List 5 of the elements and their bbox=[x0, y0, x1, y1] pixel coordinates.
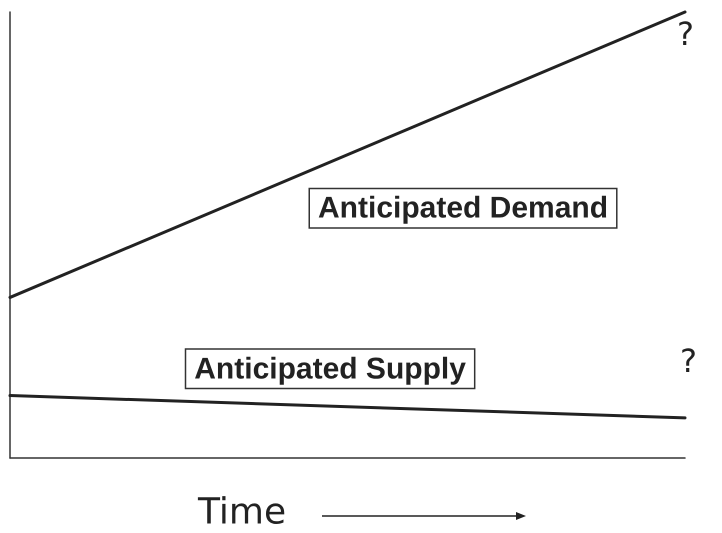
series-label: Anticipated Supply bbox=[194, 352, 466, 386]
annotation: ? bbox=[677, 15, 694, 53]
series-label: Anticipated Demand bbox=[318, 192, 608, 225]
x-axis-title: Time bbox=[197, 492, 286, 532]
annotation: ? bbox=[680, 342, 697, 380]
